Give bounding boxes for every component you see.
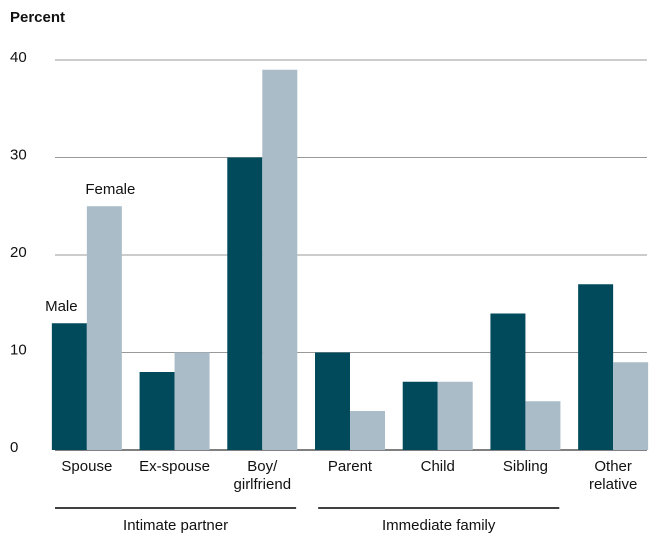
bar bbox=[437, 381, 473, 450]
bar bbox=[402, 381, 438, 450]
series-label: Female bbox=[85, 181, 135, 198]
bar bbox=[525, 401, 561, 450]
x-tick-label: Child bbox=[421, 458, 455, 475]
x-tick-label: Parent bbox=[328, 458, 373, 475]
series-label: Male bbox=[45, 298, 78, 315]
bar bbox=[51, 323, 87, 450]
bar bbox=[174, 352, 210, 450]
y-tick-label: 20 bbox=[10, 244, 27, 261]
group-label: Immediate family bbox=[382, 517, 496, 534]
x-tick-label: Other relative bbox=[589, 458, 637, 493]
x-tick-label: Sibling bbox=[503, 458, 548, 475]
group-label: Intimate partner bbox=[123, 517, 228, 534]
x-tick-label: Ex-spouse bbox=[139, 458, 210, 475]
bar bbox=[262, 69, 298, 450]
y-tick-label: 0 bbox=[10, 439, 18, 456]
bar bbox=[613, 362, 649, 450]
y-axis-label: Percent bbox=[10, 9, 65, 26]
bar bbox=[578, 284, 614, 450]
y-tick-label: 30 bbox=[10, 146, 27, 163]
bar bbox=[139, 372, 175, 450]
y-tick-label: 40 bbox=[10, 49, 27, 66]
bar bbox=[350, 411, 385, 450]
bar bbox=[86, 206, 122, 450]
x-tick-label: Spouse bbox=[61, 458, 112, 475]
bar bbox=[315, 352, 350, 450]
bar bbox=[227, 157, 263, 450]
y-tick-label: 10 bbox=[10, 341, 27, 358]
bar bbox=[490, 313, 526, 450]
x-tick-label: Boy/girlfriend bbox=[234, 458, 292, 493]
